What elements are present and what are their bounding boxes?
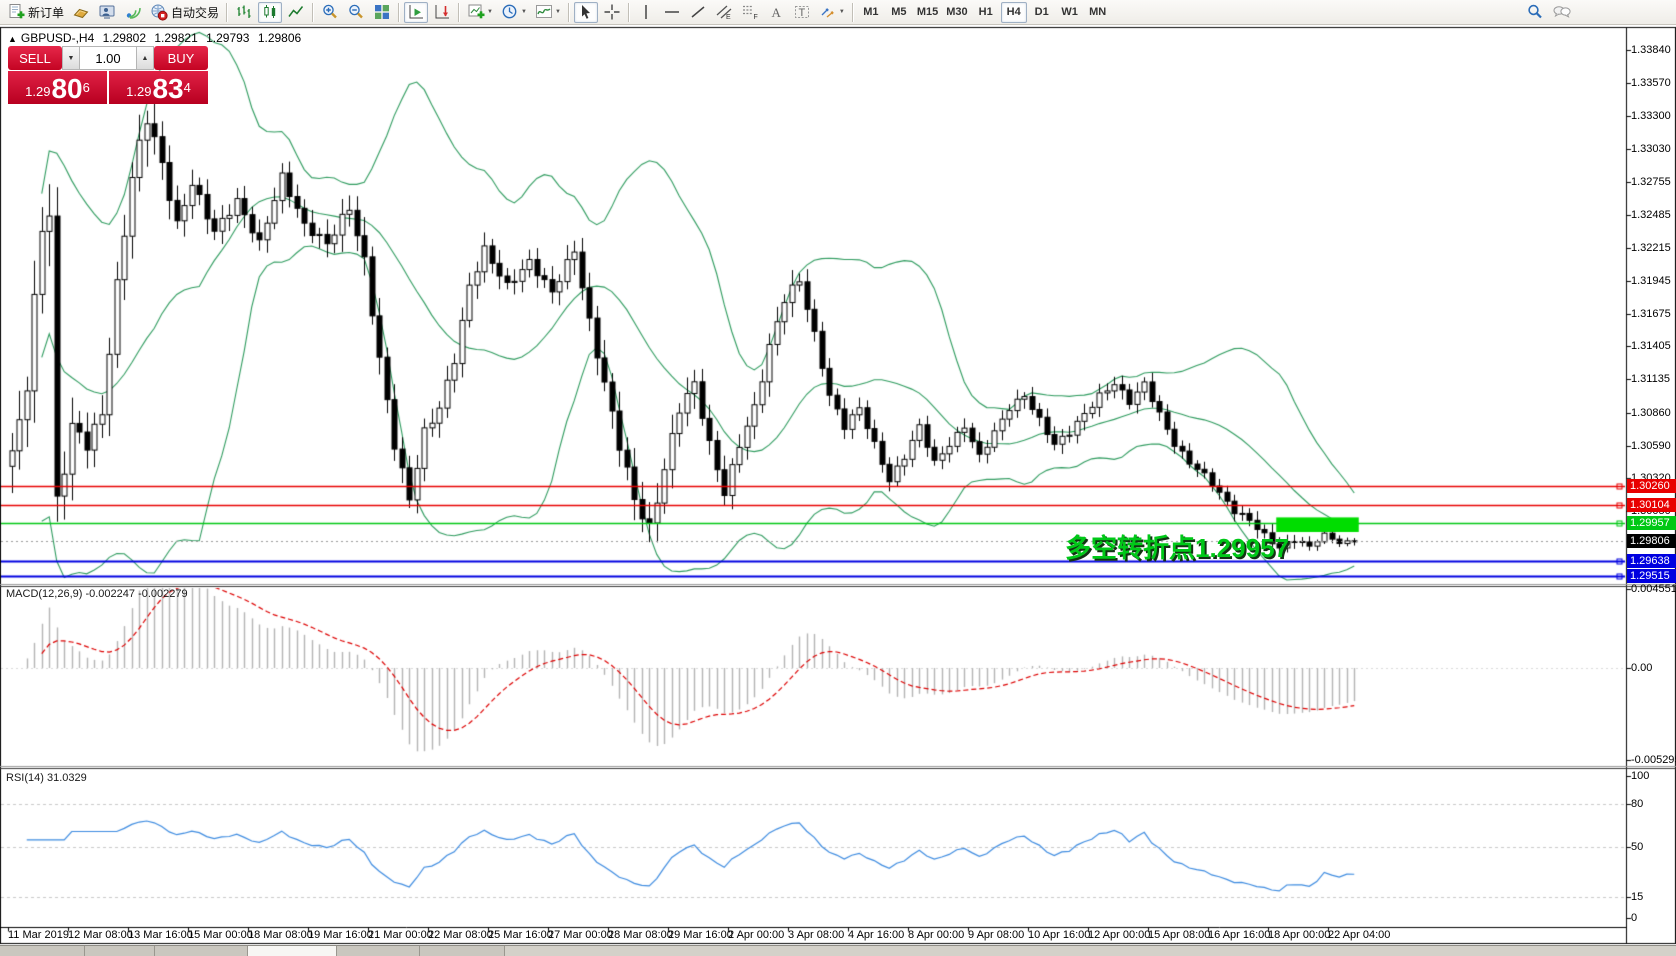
sell-price-prefix: 1.29: [25, 84, 51, 99]
chart-window-tab[interactable]: [420, 946, 505, 956]
buy-price-display[interactable]: 1.29 83 4: [109, 71, 208, 104]
rsi-tick-label: 15: [1631, 890, 1644, 903]
time-axis-label: 21 Mar 00:00: [368, 929, 433, 941]
current-price-badge: 1.29806: [1627, 534, 1676, 548]
buy-price-pip: 4: [183, 80, 191, 95]
ohlc-close: 1.29806: [257, 31, 302, 45]
price-tick-label: 1.31675: [1631, 307, 1671, 320]
time-axis-label: 3 Apr 08:00: [788, 929, 845, 941]
macd-label: MACD(12,26,9) -0.002247 -0.002279: [6, 588, 188, 600]
chart-window-tab[interactable]: [155, 946, 248, 956]
time-axis-label: 2 Apr 00:00: [728, 929, 785, 941]
buy-price-big: 83: [152, 73, 184, 104]
time-axis-label: 15 Apr 08:00: [1148, 929, 1211, 941]
time-axis-label: 12 Apr 00:00: [1088, 929, 1151, 941]
ohlc-high: 1.29821: [154, 31, 198, 45]
sell-price-display[interactable]: 1.29 80 6: [8, 71, 107, 104]
price-tick-label: 1.31405: [1631, 340, 1671, 353]
sell-price-big: 80: [51, 73, 83, 104]
macd-tick-label: 0.00: [1631, 662, 1653, 674]
chart-window-tab[interactable]: [0, 946, 85, 956]
time-axis-label: 18 Apr 00:00: [1268, 929, 1331, 941]
time-axis-label: 25 Mar 16:00: [488, 929, 553, 941]
price-line-badge: 1.30104: [1627, 497, 1676, 512]
rsi-label: RSI(14) 31.0329: [6, 772, 87, 784]
price-line-badge: 1.29957: [1627, 515, 1676, 530]
time-axis-label: 27 Mar 00:00: [548, 929, 613, 941]
sell-button[interactable]: SELL: [8, 46, 62, 70]
rsi-tick-label: 80: [1631, 798, 1644, 811]
time-axis-label: 13 Mar 16:00: [128, 929, 193, 941]
price-tick-label: 1.31135: [1631, 373, 1670, 386]
rsi-tick-label: 50: [1631, 841, 1644, 853]
volume-decrease-button[interactable]: ▼: [62, 46, 80, 70]
price-tick-label: 1.30590: [1631, 439, 1671, 452]
price-line-badge: 1.30260: [1627, 478, 1676, 493]
ohlc-low: 1.29793: [206, 31, 250, 45]
time-axis-label: 29 Mar 16:00: [668, 929, 733, 941]
price-tick-label: 1.30860: [1631, 406, 1671, 419]
price-line-badge: 1.29638: [1627, 554, 1676, 569]
rsi-tick-label: 0: [1631, 912, 1638, 924]
time-axis-label: 8 Apr 00:00: [908, 929, 965, 941]
macd-tick-label: 0.004551: [1631, 582, 1676, 595]
macd-tick-label: -0.005295: [1631, 753, 1676, 766]
time-axis-label: 15 Mar 00:00: [188, 929, 253, 941]
time-axis-label: 9 Apr 08:00: [968, 929, 1025, 941]
chart-window-tab[interactable]: [85, 946, 155, 956]
chart-window-tabs: [0, 945, 1676, 956]
price-tick-label: 1.31945: [1631, 274, 1671, 287]
time-axis-label: 22 Apr 04:00: [1328, 929, 1391, 941]
chart-header: ▲ GBPUSD-,H4 1.29802 1.29821 1.29793 1.29…: [8, 31, 306, 45]
price-line-badge: 1.29515: [1627, 569, 1676, 584]
time-axis-label: 4 Apr 16:00: [848, 929, 905, 941]
time-axis-label: 16 Apr 16:00: [1208, 929, 1271, 941]
chart-symbol-title: GBPUSD-,H4: [20, 31, 95, 45]
ohlc-open: 1.29802: [102, 31, 147, 45]
volume-increase-button[interactable]: ▲: [136, 46, 154, 70]
price-tick-label: 1.33840: [1631, 44, 1671, 57]
time-axis-label: 28 Mar 08:00: [608, 929, 673, 941]
volume-input[interactable]: [80, 46, 136, 70]
price-tick-label: 1.32215: [1631, 241, 1671, 254]
price-tick-label: 1.33030: [1631, 142, 1671, 155]
time-axis-label: 12 Mar 08:00: [68, 929, 133, 941]
time-axis-label: 10 Apr 16:00: [1028, 929, 1091, 941]
buy-button[interactable]: BUY: [154, 46, 208, 70]
one-click-trade-panel: SELL ▼ ▲ BUY 1.29 80 6 1.29 83 4: [8, 46, 208, 104]
price-tick-label: 1.33300: [1631, 109, 1671, 122]
price-tick-label: 1.32755: [1631, 176, 1671, 189]
chart-window-tab[interactable]: [248, 946, 337, 956]
time-axis-label: 22 Mar 08:00: [428, 929, 493, 941]
sell-price-pip: 6: [82, 80, 90, 95]
rsi-tick-label: 100: [1631, 770, 1650, 782]
trade-panel-toggle[interactable]: ▲: [8, 34, 17, 44]
time-axis-label: 19 Mar 16:00: [308, 929, 373, 941]
chart-window-tab[interactable]: [337, 946, 420, 956]
time-axis-label: 18 Mar 08:00: [248, 929, 313, 941]
price-tick-label: 1.32485: [1631, 209, 1671, 222]
time-axis-label: 11 Mar 2019: [8, 929, 69, 941]
chart-annotation-text[interactable]: 多空转折点1.29957: [1065, 533, 1289, 563]
buy-price-prefix: 1.29: [126, 84, 152, 99]
price-tick-label: 1.33570: [1631, 77, 1671, 90]
